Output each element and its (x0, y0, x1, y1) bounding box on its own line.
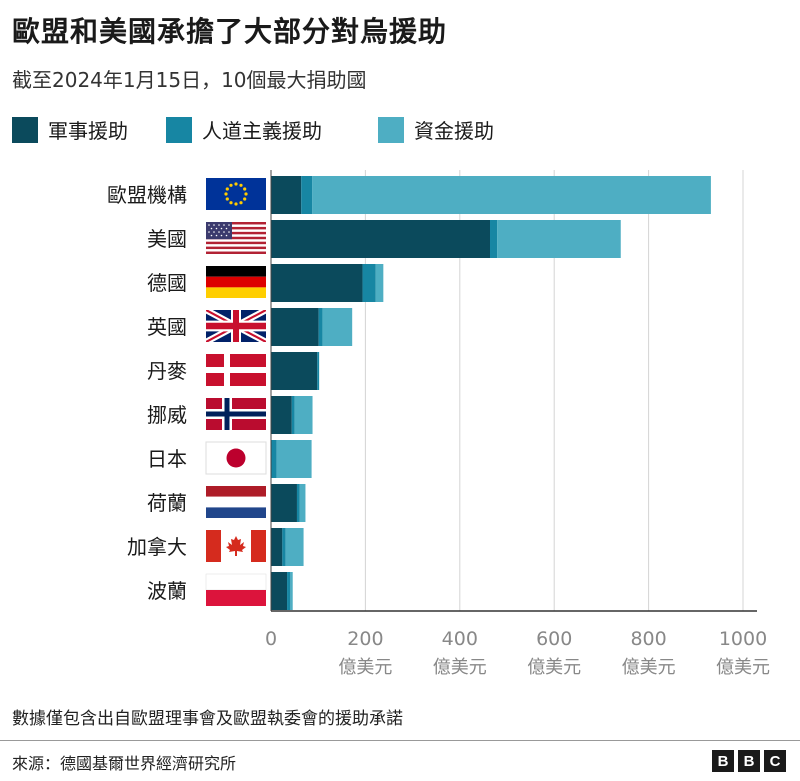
legend-swatch-military (12, 116, 38, 143)
category-label: 德國 (147, 271, 187, 295)
bar-segment (276, 440, 312, 478)
uk-flag-icon (206, 310, 266, 342)
x-tick-label: 400 (442, 628, 478, 650)
japan-flag-icon (205, 441, 267, 475)
footnote: 數據僅包含出自歐盟理事會及歐盟執委會的援助承諾 (12, 709, 403, 729)
category-label: 加拿大 (127, 535, 187, 559)
denmark-flag-icon (206, 354, 266, 386)
category-label: 英國 (147, 315, 187, 339)
bar-segment (322, 308, 353, 346)
x-tick-unit: 億美元 (338, 657, 392, 678)
x-tick-label: 800 (630, 628, 666, 650)
bar-segment (282, 528, 286, 566)
bar-segment (490, 220, 498, 258)
bar-segment (312, 176, 711, 214)
bar-segment (271, 220, 491, 258)
category-label: 丹麥 (147, 359, 187, 383)
category-label: 歐盟機構 (107, 183, 187, 207)
bar-segment (318, 308, 323, 346)
canada-flag-icon (206, 530, 266, 562)
bar-segment (299, 484, 306, 522)
chart-title: 歐盟和美國承擔了大部分對烏援助 (12, 15, 448, 48)
bar-segment (301, 176, 313, 214)
legend-swatch-humanitarian (166, 116, 192, 143)
bbc-logo: B B C (712, 750, 786, 772)
legend-item-military: 軍事援助 (12, 115, 128, 144)
us-flag-icon (206, 222, 266, 254)
flags (205, 178, 267, 606)
chart-subtitle: 截至2024年1月15日，10個最大捐助國 (12, 68, 367, 92)
eu-flag-icon (206, 178, 266, 210)
category-label: 挪威 (147, 403, 187, 427)
bar-segment (290, 572, 293, 610)
bars (271, 176, 711, 610)
norway-flag-icon (206, 398, 266, 430)
x-tick-unit: 億美元 (433, 657, 487, 678)
netherlands-flag-icon (206, 486, 266, 518)
germany-flag-icon (206, 266, 266, 298)
bar-segment (271, 352, 318, 390)
bar-segment (271, 264, 363, 302)
source-text: 來源：德國基爾世界經濟研究所 (12, 754, 237, 773)
bar-segment (271, 440, 277, 478)
category-label: 日本 (147, 447, 187, 471)
bar-segment (294, 396, 313, 434)
x-tick-unit: 億美元 (622, 657, 676, 678)
poland-flag-icon (205, 573, 267, 606)
bbc-logo-letter: B (712, 750, 734, 772)
x-tick-unit: 億美元 (716, 657, 770, 678)
bar-segment (285, 528, 304, 566)
legend-label-humanitarian: 人道主義援助 (202, 119, 322, 143)
x-tick-label: 0 (265, 628, 277, 650)
x-tick-label: 1000 (719, 628, 767, 650)
bbc-logo-letter: C (764, 750, 786, 772)
category-label: 美國 (147, 227, 187, 251)
bbc-logo-letter: B (738, 750, 760, 772)
category-label: 波蘭 (147, 579, 187, 603)
x-tick-label: 200 (347, 628, 383, 650)
bar-segment (291, 396, 295, 434)
bar-segment (271, 396, 292, 434)
bar-segment (317, 352, 320, 390)
bar-segment (497, 220, 621, 258)
bar-segment (362, 264, 376, 302)
footer-divider (0, 740, 800, 741)
legend-item-humanitarian: 人道主義援助 (166, 115, 322, 144)
legend-label-military: 軍事援助 (48, 119, 128, 143)
legend-label-financial: 資金援助 (414, 119, 494, 143)
bar-segment (287, 572, 291, 610)
x-axis-ticks: 0 200 億美元 400 億美元 600 億美元 800 億美元 1000 億美元 (265, 628, 770, 678)
legend-item-financial: 資金援助 (378, 115, 494, 144)
bar-segment (271, 484, 297, 522)
bar-segment (375, 264, 384, 302)
bar-segment (271, 176, 302, 214)
bar-segment (271, 572, 288, 610)
category-label: 荷蘭 (147, 491, 187, 515)
bar-segment (296, 484, 300, 522)
bar-segment (271, 308, 319, 346)
bar-segment (271, 528, 283, 566)
legend-swatch-financial (378, 116, 404, 143)
x-tick-unit: 億美元 (527, 657, 581, 678)
x-tick-label: 600 (536, 628, 572, 650)
